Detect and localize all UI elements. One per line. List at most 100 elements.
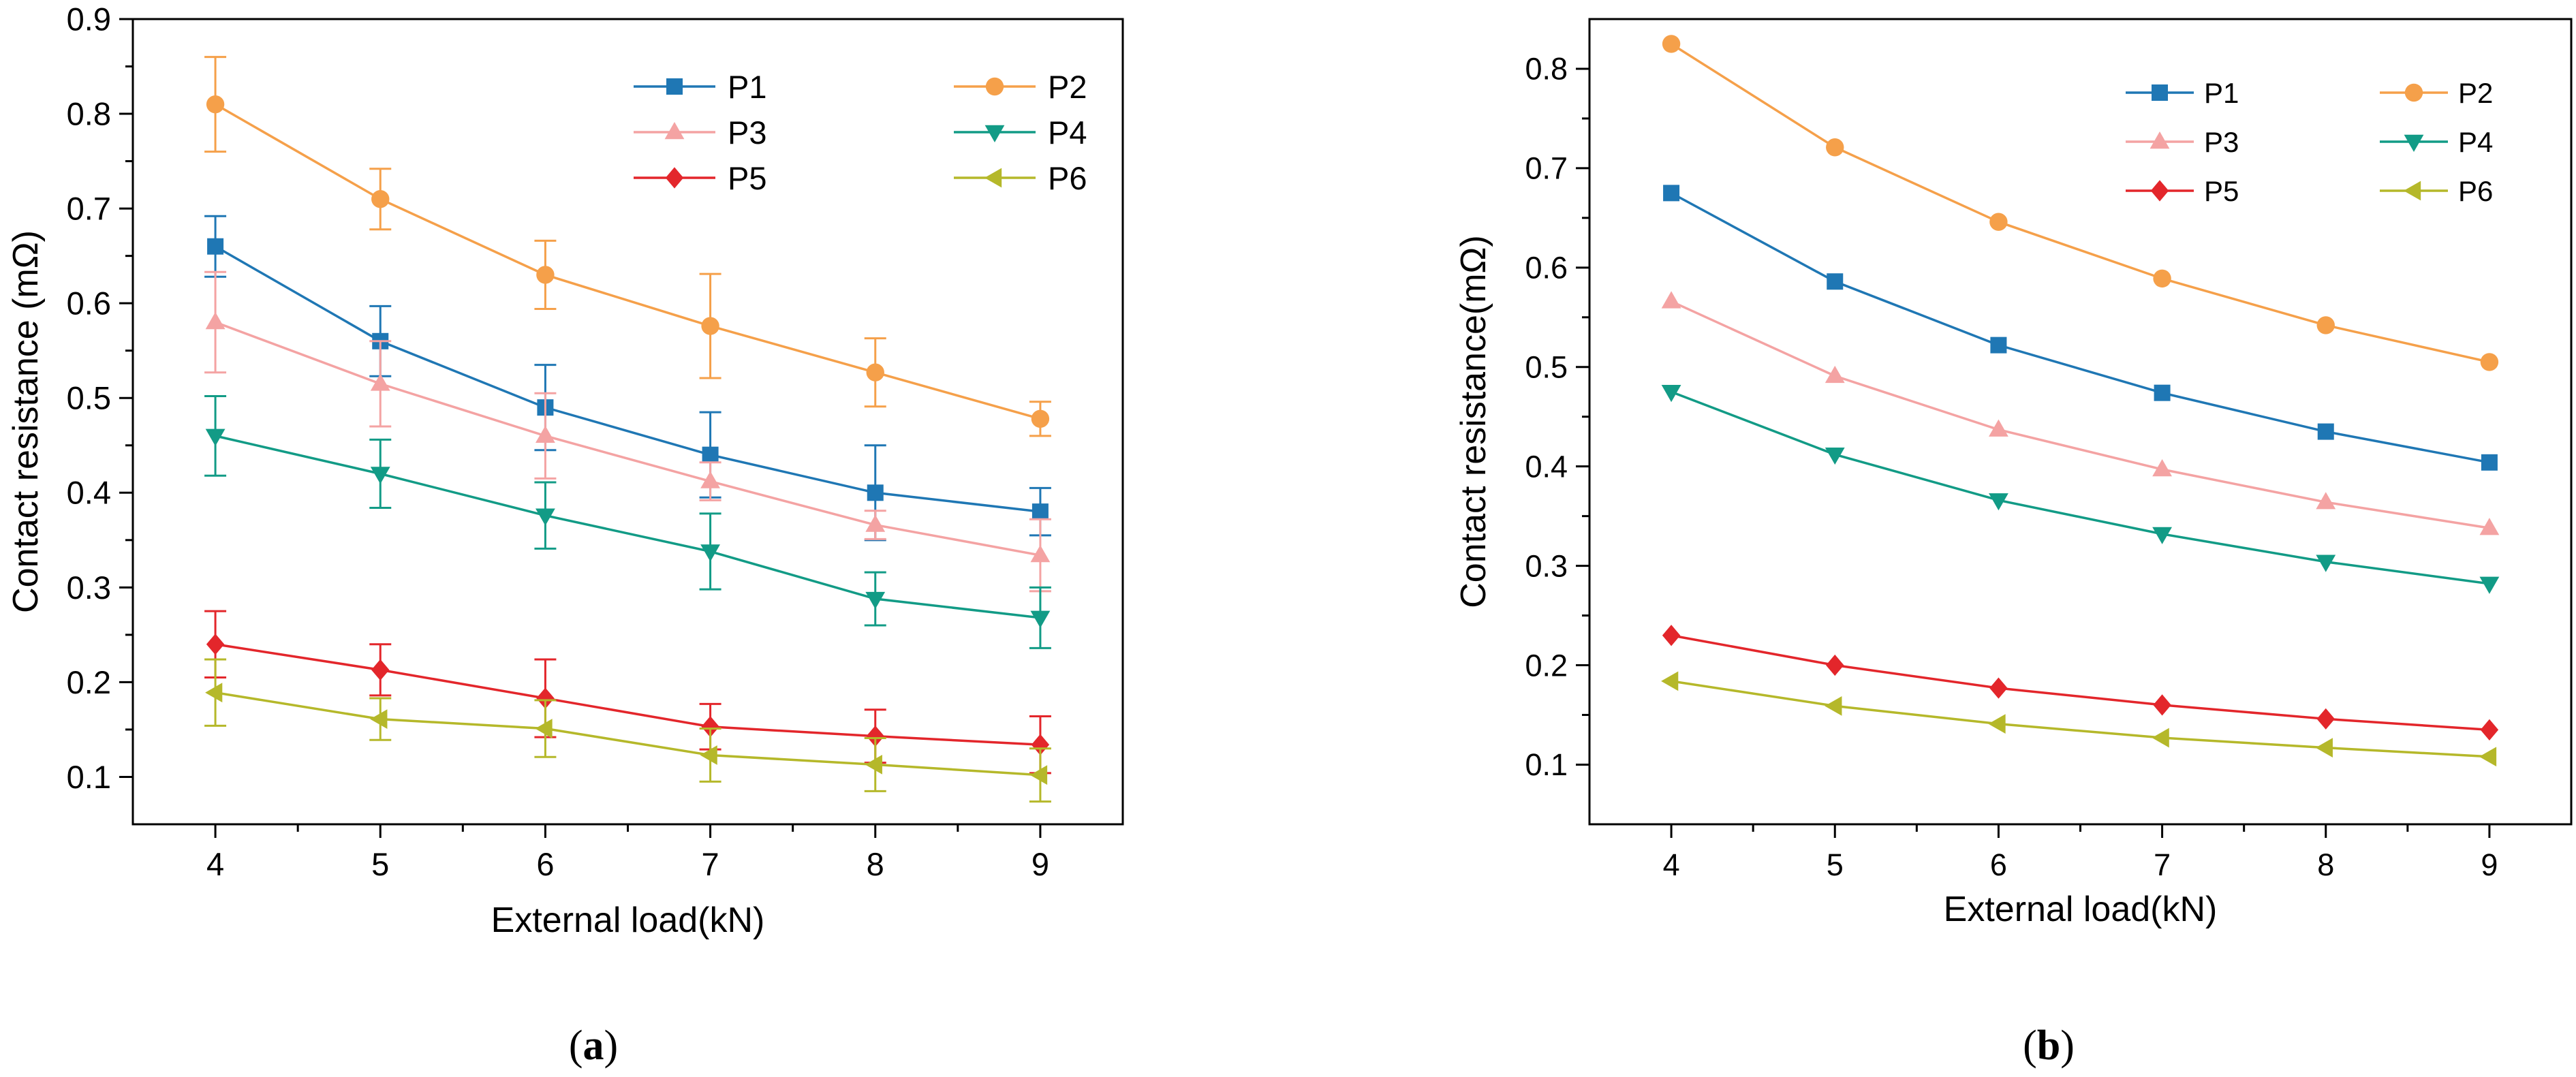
legend-a: P1 P2 P3 P4 P5 P6 bbox=[634, 69, 1087, 196]
data-point-p6 bbox=[865, 754, 882, 775]
data-point-p2 bbox=[1031, 409, 1050, 428]
data-point-p1 bbox=[1031, 503, 1049, 520]
chart-panel-b: 4 5 6 7 8 9 0.1 0.2 0.3 0.4 0.5 0.6 0.7 0.8 External l… bbox=[1454, 18, 2573, 929]
y-tick-label-b: 0.4 bbox=[1525, 449, 1568, 484]
data-point-p5 bbox=[2153, 694, 2171, 716]
x-tick-label-a: 8 bbox=[867, 846, 884, 882]
y-tick-label-a: 0.3 bbox=[67, 569, 111, 606]
legend-label: P3 bbox=[728, 114, 767, 151]
data-point-p6 bbox=[535, 719, 553, 738]
data-point-p2 bbox=[206, 95, 225, 114]
data-point-p5 bbox=[1989, 677, 2008, 699]
y-tick-label-b: 0.8 bbox=[1525, 52, 1568, 87]
series-p3-b bbox=[1661, 291, 2500, 535]
data-point-p2 bbox=[2153, 269, 2171, 288]
legend-marker bbox=[985, 77, 1004, 96]
legend-marker bbox=[2404, 181, 2421, 201]
data-point-p3 bbox=[205, 311, 226, 330]
series-line-p6 bbox=[215, 691, 1041, 777]
data-point-p3 bbox=[370, 373, 390, 391]
data-point-p1 bbox=[207, 238, 224, 255]
data-point-p2 bbox=[371, 190, 390, 208]
x-tick-label-b: 5 bbox=[1827, 847, 1844, 882]
data-point-p5 bbox=[206, 634, 225, 655]
data-point-p6 bbox=[370, 709, 388, 730]
legend-item-p3: P3 bbox=[2126, 126, 2239, 158]
legend-label: P5 bbox=[728, 160, 767, 196]
data-point-p5 bbox=[1826, 654, 1844, 676]
legend-item-p1: P1 bbox=[2126, 77, 2239, 109]
legend-item-p6: P6 bbox=[2380, 175, 2493, 207]
x-tick-label-b: 7 bbox=[2154, 847, 2171, 882]
series-p4-b bbox=[1661, 385, 2500, 594]
x-tick-label-b: 4 bbox=[1663, 847, 1680, 882]
data-point-p2 bbox=[1989, 213, 2008, 231]
series-line-p2 bbox=[1671, 43, 2490, 364]
data-point-p4 bbox=[1989, 493, 2008, 511]
data-point-p5 bbox=[2480, 719, 2499, 740]
data-point-p5 bbox=[1662, 625, 1681, 646]
data-point-p4 bbox=[1661, 385, 1681, 403]
legend-marker bbox=[2150, 131, 2170, 149]
data-point-p2 bbox=[866, 363, 884, 381]
y-tick-label-b: 0.5 bbox=[1525, 349, 1568, 384]
chart-panel-a: 4 5 6 7 8 9 0.1 0.2 0.3 0.4 0.5 0.6 0.7 0.8 0.9 Externa… bbox=[6, 1, 1124, 940]
legend-marker bbox=[2152, 84, 2168, 101]
legend-item-p6: P6 bbox=[954, 160, 1087, 196]
data-point-p4 bbox=[536, 508, 555, 526]
y-tick-label-b: 0.1 bbox=[1525, 747, 1568, 782]
data-point-p6 bbox=[1661, 671, 1679, 691]
y-tick-label-b: 0.6 bbox=[1525, 251, 1568, 285]
series-p3-a bbox=[204, 270, 1051, 593]
data-point-p4 bbox=[1825, 447, 1845, 465]
data-point-p1 bbox=[1827, 273, 1844, 290]
data-point-p5 bbox=[701, 716, 719, 738]
series-p6-b bbox=[1661, 671, 2497, 767]
series-line-p1 bbox=[1671, 191, 2490, 464]
legend-item-p4: P4 bbox=[954, 114, 1087, 151]
panel-label-a: (a) bbox=[569, 1023, 618, 1069]
data-point-p1 bbox=[702, 446, 719, 463]
data-point-p2 bbox=[1826, 138, 1844, 157]
data-point-p6 bbox=[2479, 747, 2497, 767]
legend-item-p2: P2 bbox=[954, 69, 1087, 105]
data-point-p5 bbox=[371, 659, 390, 681]
legend-label: P2 bbox=[1048, 69, 1087, 105]
data-point-p2 bbox=[701, 317, 719, 335]
series-line-p4 bbox=[1671, 390, 2490, 585]
legend-marker bbox=[2404, 83, 2423, 102]
plot-frame-b bbox=[1588, 18, 2573, 826]
data-point-p5 bbox=[536, 687, 555, 709]
data-point-p3 bbox=[1989, 419, 2008, 437]
series-p2-a bbox=[204, 56, 1051, 437]
legend-marker bbox=[2404, 134, 2424, 152]
legend-item-p1: P1 bbox=[634, 69, 767, 105]
legend-item-p5: P5 bbox=[2126, 175, 2239, 207]
data-point-p2 bbox=[1662, 35, 1681, 53]
data-point-p6 bbox=[700, 745, 717, 765]
legend-item-p4: P4 bbox=[2380, 126, 2493, 158]
legend-label: P1 bbox=[728, 69, 767, 105]
data-point-p4 bbox=[2152, 527, 2172, 544]
data-point-p1 bbox=[1990, 337, 2007, 354]
series-line-p1 bbox=[215, 245, 1041, 513]
legend-item-p2: P2 bbox=[2380, 77, 2493, 109]
series-line-p3 bbox=[1671, 300, 2490, 529]
legend-marker bbox=[665, 167, 684, 189]
legend-label: P2 bbox=[2458, 77, 2493, 109]
data-point-p3 bbox=[536, 425, 555, 443]
data-point-p1 bbox=[2481, 454, 2498, 471]
data-point-p4 bbox=[865, 591, 886, 610]
series-p2-b bbox=[1662, 35, 2499, 371]
data-point-p6 bbox=[2152, 728, 2169, 748]
data-point-p3 bbox=[865, 514, 886, 532]
legend-marker bbox=[664, 122, 685, 140]
data-point-p1 bbox=[1663, 185, 1680, 202]
y-tick-label-b: 0.3 bbox=[1525, 548, 1568, 583]
x-tick-label-b: 8 bbox=[2317, 847, 2334, 882]
series-line-p3 bbox=[215, 321, 1041, 557]
data-point-p1 bbox=[2154, 384, 2171, 401]
x-tick-label-b: 6 bbox=[1990, 847, 2007, 882]
legend-marker bbox=[984, 168, 1002, 188]
